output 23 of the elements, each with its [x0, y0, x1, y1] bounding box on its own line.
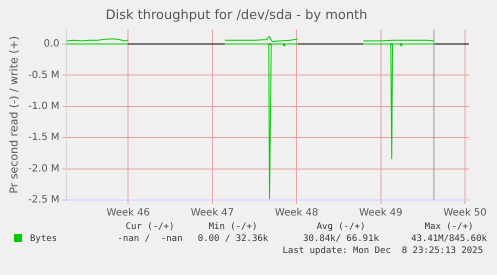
legend-label: Bytes	[29, 234, 58, 244]
text: Cur (-/+)	[126, 222, 174, 232]
y-tick-label: -2.0 M	[28, 163, 60, 174]
text: Min (-/+)	[208, 222, 258, 232]
y-tick-label: -2.5 M	[28, 194, 60, 206]
x-tick-label: Week 50	[443, 208, 487, 219]
chart-title: Disk throughput for /dev/sda - by month	[106, 8, 368, 24]
text: 43.41M/845.60k	[411, 234, 487, 244]
y-tick-label: 0.0	[44, 38, 60, 50]
y-axis-title: Pr second read (-) / write (+)	[7, 36, 20, 194]
x-tick-label: Week 46	[106, 208, 150, 219]
x-tick-label: Week 48	[274, 208, 318, 219]
text: Last update: Mon Dec 8 23:25:13 2025	[282, 246, 483, 256]
y-tick-label: -0.5 M	[28, 70, 60, 81]
text: 30.84k/ 66.91k	[303, 234, 379, 244]
text: Max (-/+)	[424, 222, 474, 232]
y-tick-label: -1.0 M	[28, 100, 60, 112]
text: 0.00 / 32.36k	[198, 234, 268, 244]
x-tick-label: Week 47	[190, 208, 234, 219]
y-tick-label: -1.5 M	[28, 132, 60, 144]
text: -nan / -nan	[117, 234, 183, 244]
text: Avg (-/+)	[316, 222, 366, 232]
x-tick-label: Week 49	[359, 208, 402, 219]
